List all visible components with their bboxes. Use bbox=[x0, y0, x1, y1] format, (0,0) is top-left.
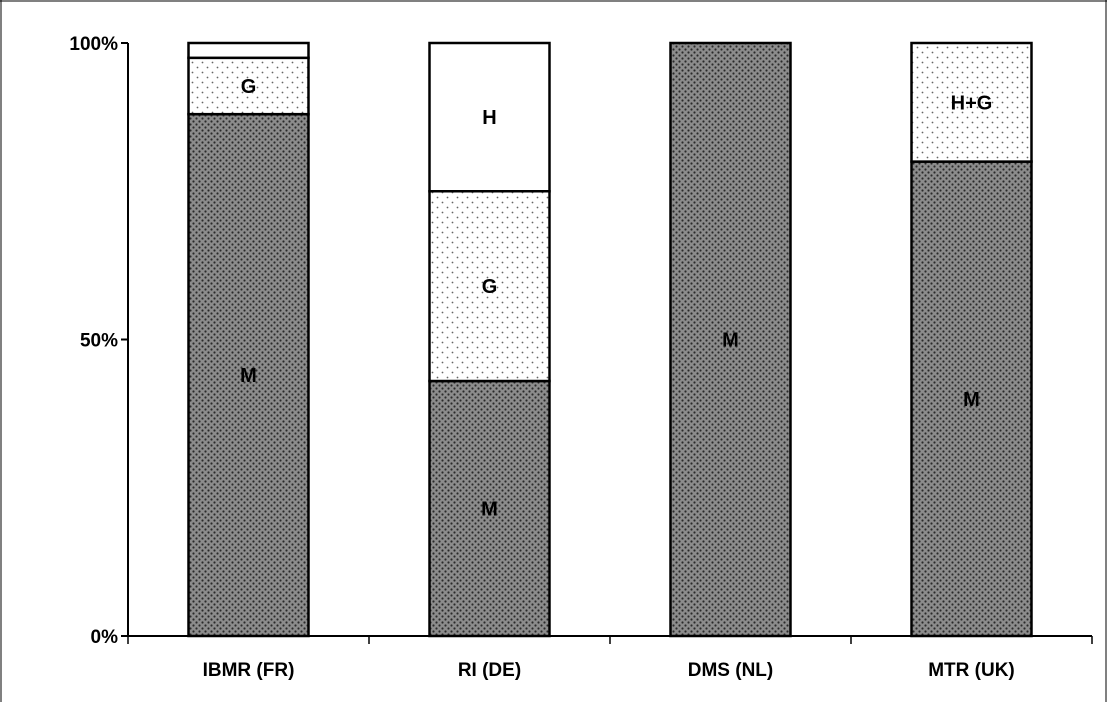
segment-label: M bbox=[722, 330, 739, 352]
segment-label: G bbox=[482, 276, 498, 298]
segment-label: H+G bbox=[951, 92, 993, 114]
y-tick-label: 0% bbox=[91, 627, 119, 648]
category-label: DMS (NL) bbox=[688, 660, 773, 681]
bar-segment bbox=[428, 41, 551, 193]
category-label: IBMR (FR) bbox=[203, 660, 295, 681]
bar-segment bbox=[910, 160, 1033, 638]
segment-label: M bbox=[240, 365, 257, 387]
bar-segment bbox=[187, 41, 310, 60]
segment-label: H bbox=[482, 107, 496, 129]
segment-label: M bbox=[963, 389, 980, 411]
plot-area: M G IBMR (FR) M G H RI (DE) M DMS (NL) M H+G MTR (U… bbox=[69, 34, 1093, 681]
bar-segment bbox=[187, 112, 310, 638]
y-tick-label: 50% bbox=[80, 331, 118, 352]
bar-segment bbox=[428, 190, 551, 383]
bar-segment bbox=[428, 379, 551, 638]
category-label: MTR (UK) bbox=[928, 660, 1015, 681]
segment-label: G bbox=[241, 76, 257, 98]
segment-label: M bbox=[481, 499, 498, 521]
category-label: RI (DE) bbox=[458, 660, 521, 681]
y-tick-label: 100% bbox=[69, 34, 118, 55]
bar-segment bbox=[910, 41, 1033, 163]
